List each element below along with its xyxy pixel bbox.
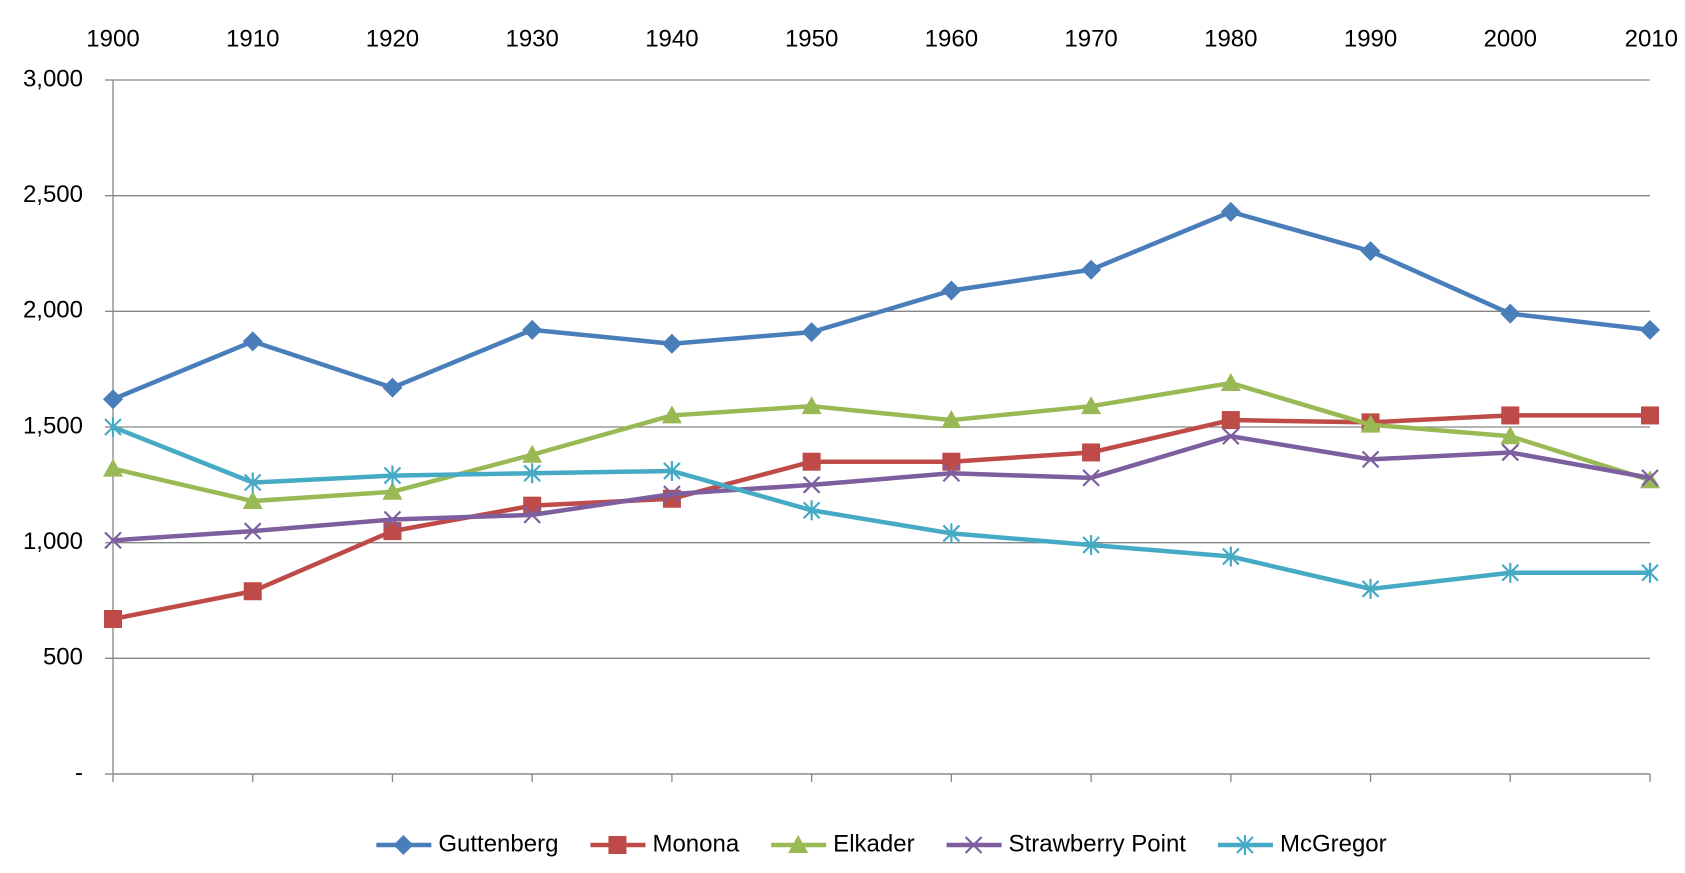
marker xyxy=(1222,546,1240,567)
marker xyxy=(242,491,263,510)
marker xyxy=(383,522,402,541)
marker xyxy=(383,510,402,529)
marker xyxy=(383,465,402,486)
series-line xyxy=(112,380,1651,504)
marker xyxy=(242,331,263,352)
marker xyxy=(1221,411,1240,430)
marker xyxy=(1081,259,1102,280)
marker xyxy=(1641,406,1659,425)
marker xyxy=(1361,578,1380,599)
marker xyxy=(941,280,962,301)
y-tick-label: - xyxy=(75,759,83,786)
marker xyxy=(243,472,262,493)
marker xyxy=(243,522,262,540)
series-line xyxy=(112,209,1651,402)
legend-label: Strawberry Point xyxy=(1009,830,1187,857)
marker xyxy=(801,322,822,343)
y-tick-label: 1,000 xyxy=(23,528,83,555)
legend-item: McGregor xyxy=(1217,830,1387,857)
marker xyxy=(523,506,541,524)
marker xyxy=(1082,534,1100,555)
marker xyxy=(1500,426,1521,445)
legend-label: McGregor xyxy=(1280,830,1387,857)
marker xyxy=(104,531,122,550)
marker xyxy=(802,476,821,494)
marker xyxy=(522,319,543,340)
y-tick-label: 1,500 xyxy=(23,412,83,439)
x-tick-label: 1980 xyxy=(1204,25,1257,52)
marker xyxy=(382,481,403,500)
marker xyxy=(1641,562,1659,583)
marker xyxy=(104,417,122,437)
x-tick-label: 1970 xyxy=(1064,25,1117,52)
legend-label: Guttenberg xyxy=(438,830,558,857)
marker xyxy=(1501,406,1520,425)
marker xyxy=(1360,241,1381,262)
x-tick-label: 1910 xyxy=(226,25,279,52)
marker xyxy=(663,460,681,481)
series-line xyxy=(112,434,1651,543)
marker xyxy=(1361,450,1380,469)
x-tick-label: 1960 xyxy=(925,25,978,52)
marker xyxy=(1641,469,1659,487)
marker xyxy=(523,463,541,484)
marker xyxy=(801,396,822,415)
marker xyxy=(1501,443,1520,462)
marker xyxy=(1640,319,1660,340)
marker xyxy=(522,444,543,463)
marker xyxy=(1360,414,1381,433)
x-tick-label: 1920 xyxy=(366,25,419,52)
marker xyxy=(788,835,809,853)
legend-item: Elkader xyxy=(771,830,915,857)
legend-item: Guttenberg xyxy=(376,830,558,857)
marker xyxy=(243,582,262,601)
marker xyxy=(1236,835,1254,855)
marker xyxy=(1220,201,1241,222)
marker xyxy=(941,410,962,429)
marker xyxy=(1501,562,1520,583)
marker xyxy=(104,610,122,629)
marker xyxy=(103,458,123,477)
x-tick-label: 1930 xyxy=(505,25,558,52)
marker xyxy=(964,836,983,854)
marker xyxy=(663,485,681,503)
marker xyxy=(802,452,821,471)
legend-label: Monona xyxy=(652,830,739,857)
marker xyxy=(942,464,961,483)
y-tick-label: 500 xyxy=(43,644,83,671)
marker xyxy=(1220,373,1241,392)
y-tick-label: 2,500 xyxy=(23,181,83,208)
legend-label: Elkader xyxy=(833,830,914,857)
legend: Guttenberg Monona Elkader Strawberry Point M… xyxy=(376,830,1387,857)
marker xyxy=(661,333,682,354)
marker xyxy=(802,500,821,521)
x-tick-label: 1900 xyxy=(86,25,139,52)
marker xyxy=(1081,396,1102,415)
legend-item: Monona xyxy=(590,830,740,857)
x-tick-label: 1940 xyxy=(645,25,698,52)
marker xyxy=(661,405,682,424)
x-tick-label: 2000 xyxy=(1484,25,1537,52)
x-tick-label: 2010 xyxy=(1625,25,1678,52)
x-tick-label: 1950 xyxy=(785,25,838,52)
marker xyxy=(382,377,403,398)
marker xyxy=(393,835,414,855)
x-tick-label: 1990 xyxy=(1344,25,1397,52)
marker xyxy=(103,389,123,410)
series-line xyxy=(112,424,1650,592)
marker xyxy=(1082,469,1100,487)
legend-item: Strawberry Point xyxy=(946,830,1187,857)
y-tick-label: 2,000 xyxy=(23,297,83,324)
marker xyxy=(942,452,961,471)
marker xyxy=(1500,303,1521,324)
marker xyxy=(1222,427,1240,446)
marker xyxy=(608,836,627,854)
marker xyxy=(1082,443,1101,462)
marker xyxy=(942,523,961,544)
series-line xyxy=(112,413,1650,622)
y-tick-label: 3,000 xyxy=(23,65,83,92)
